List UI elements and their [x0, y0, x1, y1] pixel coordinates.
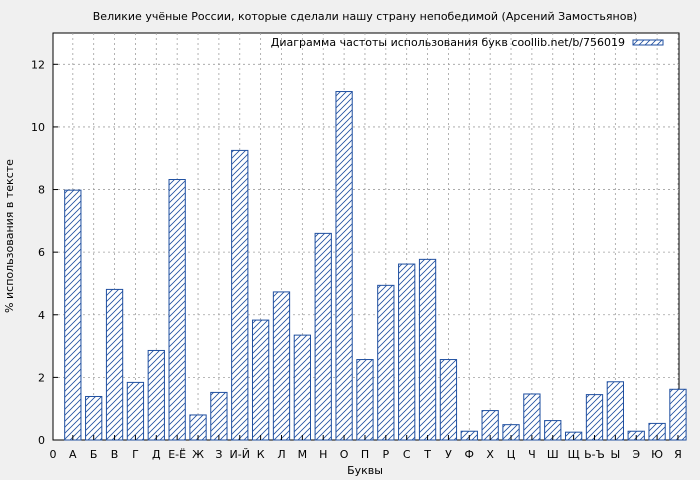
chart-title: Великие учёные России, которые сделали н…	[93, 10, 637, 23]
legend: Диаграмма частоты использования букв coo…	[271, 36, 664, 49]
x-tick-label: Г	[132, 448, 139, 461]
x-tick-label: Я	[674, 448, 682, 461]
x-axis: 0 А Б В Г Д Е-Ё Ж З И-Й К Л М Н О П Р С Т У Ф Х Ц Ч Ш Щ Ь-Ъ Ы Э Ю Я	[50, 435, 682, 461]
x-tick-label: Ц	[507, 448, 516, 461]
bar-Д	[147, 349, 165, 441]
bar-У	[439, 359, 458, 441]
x-tick-label: О	[340, 448, 349, 461]
x-tick-label: М	[298, 448, 308, 461]
bar-Р	[377, 284, 395, 441]
y-tick-label: 2	[38, 371, 45, 384]
x-tick-label: В	[111, 448, 119, 461]
legend-label: Диаграмма частоты использования букв coo…	[271, 36, 625, 49]
x-tick-label: К	[257, 448, 265, 461]
bar-Е-Ё	[168, 179, 186, 441]
bar-О	[335, 91, 353, 441]
bar-Г	[126, 381, 145, 441]
x-tick-label: Ш	[547, 448, 559, 461]
x-tick-label: С	[403, 448, 411, 461]
bar-К	[251, 319, 270, 441]
bar-П	[356, 359, 374, 441]
x-tick-label: Щ	[568, 448, 580, 461]
bar-Т	[418, 258, 437, 441]
y-tick-label: 4	[38, 309, 45, 322]
y-axis: 0 2 4 6 8 10 12	[31, 58, 58, 447]
y-axis-title: % использования в тексте	[3, 159, 16, 313]
x-tick-label: Ч	[528, 448, 536, 461]
x-tick-label: Н	[319, 448, 327, 461]
x-tick-label: Х	[486, 448, 494, 461]
x-origin-label: 0	[50, 448, 57, 461]
bar-Я	[669, 388, 687, 441]
grid-lines	[53, 33, 679, 440]
x-tick-label: У	[445, 448, 452, 461]
x-axis-title: Буквы	[347, 464, 383, 477]
bar-Ь-Ъ	[585, 394, 604, 441]
y-tick-label: 12	[31, 58, 45, 71]
bar-Ч	[523, 393, 541, 441]
y-tick-label: 0	[38, 434, 45, 447]
x-tick-label: П	[361, 448, 369, 461]
bar-М	[293, 334, 311, 441]
legend-swatch	[632, 39, 664, 46]
x-tick-label: И-Й	[230, 448, 250, 461]
y-tick-label: 6	[38, 246, 45, 259]
y-tick-label: 8	[38, 184, 45, 197]
x-tick-label: Р	[383, 448, 390, 461]
x-tick-label: Ж	[192, 448, 204, 461]
bar-group	[64, 91, 687, 441]
x-tick-label: Э	[632, 448, 640, 461]
x-tick-label: А	[69, 448, 77, 461]
bar-Б	[85, 395, 103, 441]
bar-З	[210, 391, 228, 441]
bar-В	[105, 288, 124, 441]
x-tick-label: Ь-Ъ	[584, 448, 605, 461]
bar-Ы	[606, 381, 624, 441]
bar-Н	[314, 232, 332, 441]
bar-С	[398, 263, 416, 441]
bar-А	[64, 189, 82, 441]
y-tick-label: 10	[31, 121, 45, 134]
x-tick-label: Ы	[610, 448, 620, 461]
bar-И-Й	[231, 149, 249, 441]
x-tick-label: Ю	[651, 448, 663, 461]
x-tick-label: Ф	[465, 448, 474, 461]
x-tick-label: Е-Ё	[168, 448, 186, 461]
bar-Л	[272, 291, 291, 441]
x-tick-label: Д	[152, 448, 161, 461]
x-tick-label: З	[215, 448, 222, 461]
x-tick-label: Л	[277, 448, 285, 461]
x-tick-label: Т	[423, 448, 431, 461]
x-tick-label: Б	[90, 448, 98, 461]
